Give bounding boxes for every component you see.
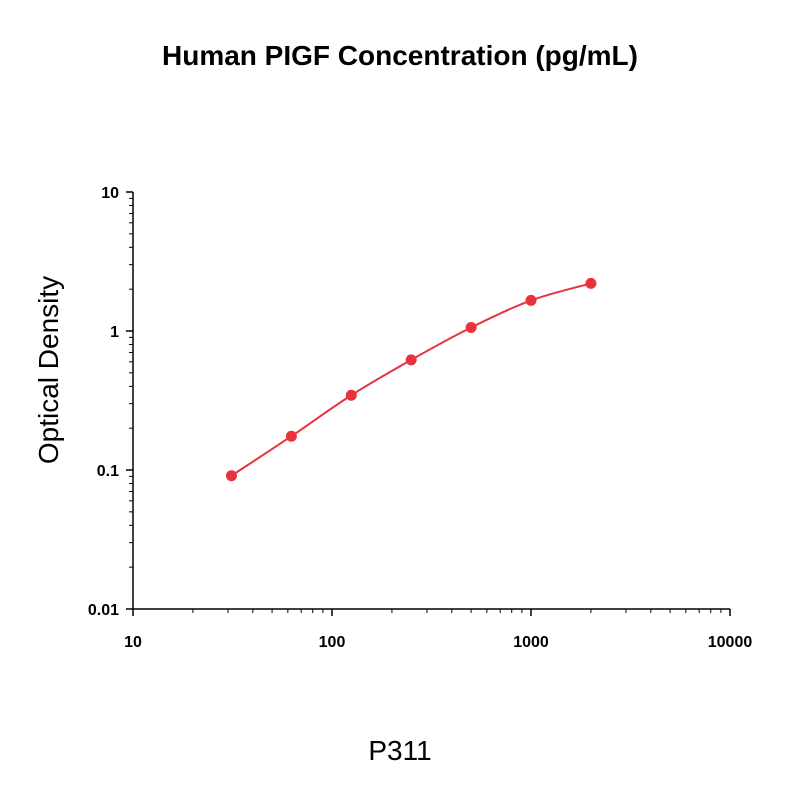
fit-curve bbox=[230, 282, 592, 477]
x-tick-label: 100 bbox=[319, 634, 346, 651]
x-tick-label: 10 bbox=[124, 634, 142, 651]
y-axis-title: Optical Density bbox=[33, 276, 64, 464]
data-point bbox=[345, 389, 357, 401]
data-point bbox=[465, 321, 477, 333]
data-point bbox=[585, 277, 597, 289]
data-point bbox=[525, 294, 537, 306]
tick-marks bbox=[126, 191, 731, 616]
y-tick-label: 0.01 bbox=[88, 602, 119, 619]
y-tick-label: 1 bbox=[110, 324, 119, 341]
axes bbox=[132, 192, 730, 610]
x-tick-label: 1000 bbox=[513, 634, 549, 651]
y-tick-label: 10 bbox=[101, 185, 119, 202]
footer-label: P311 bbox=[368, 735, 432, 766]
data-point bbox=[225, 470, 237, 482]
y-tick-label: 0.1 bbox=[97, 463, 119, 480]
data-point bbox=[405, 354, 417, 366]
x-tick-label: 10000 bbox=[708, 634, 753, 651]
tick-labels: 10 100 1000 10000 0.01 0.1 1 10 bbox=[88, 185, 752, 651]
data-points bbox=[225, 277, 597, 482]
chart-title: Human PIGF Concentration (pg/mL) bbox=[162, 40, 638, 71]
data-point bbox=[285, 430, 297, 442]
